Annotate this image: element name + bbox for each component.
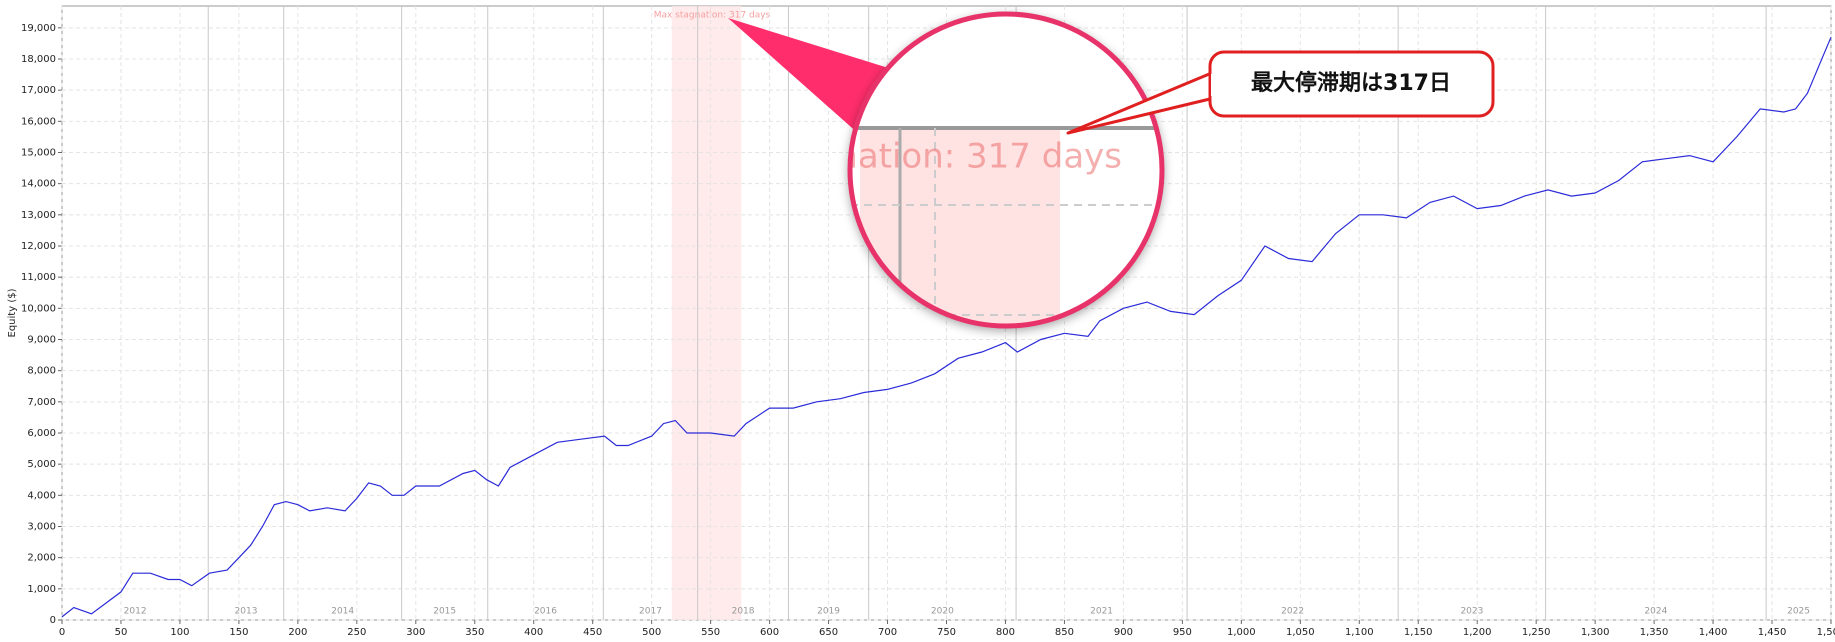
x-tick-label: 1,300 (1581, 627, 1610, 638)
x-tick-label: 1,200 (1463, 627, 1492, 638)
y-tick-label: 15,000 (21, 147, 56, 158)
x-tick-label: 950 (1173, 627, 1192, 638)
year-label: 2025 (1787, 607, 1810, 617)
x-tick-label: 1,250 (1522, 627, 1551, 638)
x-tick-label: 450 (583, 627, 602, 638)
y-tick-label: 0 (50, 615, 56, 626)
y-tick-label: 13,000 (21, 210, 56, 221)
y-tick-label: 14,000 (21, 179, 56, 190)
equity-line (61, 36, 1832, 618)
y-tick-label: 2,000 (27, 553, 56, 564)
x-tick-label: 1,000 (1227, 627, 1256, 638)
year-label: 2019 (817, 607, 840, 617)
x-tick-label: 0 (59, 627, 65, 638)
magnifier: Max stagnation: 317 days 最大停滞期は317日 (682, 11, 1495, 329)
x-tick-label: 300 (406, 627, 425, 638)
year-label: 2024 (1644, 607, 1667, 617)
year-label: 2023 (1460, 607, 1483, 617)
year-label: 2016 (534, 607, 557, 617)
y-tick-label: 7,000 (27, 397, 56, 408)
lens-content: Max stagnation: 317 days (682, 14, 1162, 326)
y-tick-label: 11,000 (21, 272, 56, 283)
year-label: 2017 (639, 607, 662, 617)
y-tick-label: 3,000 (27, 521, 56, 532)
year-label: 2015 (433, 607, 456, 617)
x-tick-label: 1,150 (1404, 627, 1433, 638)
x-tick-label: 1,400 (1699, 627, 1728, 638)
x-tick-label: 850 (1055, 627, 1074, 638)
year-label: 2020 (931, 607, 954, 617)
x-tick-label: 200 (288, 627, 307, 638)
lens-text: Max stagnation: 317 days (682, 137, 1122, 177)
year-label: 2018 (732, 607, 755, 617)
stagnation-band (671, 6, 742, 620)
year-label: 2014 (331, 607, 354, 617)
x-tick-label: 50 (115, 627, 128, 638)
x-tick-label: 750 (937, 627, 956, 638)
y-tick-label: 4,000 (27, 490, 56, 501)
x-tick-label: 700 (878, 627, 897, 638)
x-tick-label: 350 (465, 627, 484, 638)
x-tick-label: 800 (996, 627, 1015, 638)
year-label: 2012 (124, 607, 147, 617)
x-tick-label: 250 (347, 627, 366, 638)
y-tick-label: 18,000 (21, 54, 56, 65)
callout-box (1208, 50, 1495, 118)
lens-pointer (728, 18, 895, 135)
x-tick-label: 550 (701, 627, 720, 638)
x-tick-label: 500 (642, 627, 661, 638)
year-label: 2021 (1090, 607, 1113, 617)
x-tick-label: 1,500 (1817, 627, 1835, 638)
x-tick-label: 1,100 (1345, 627, 1374, 638)
y-tick-label: 6,000 (27, 428, 56, 439)
y-tick-label: 10,000 (21, 303, 56, 314)
lens-rim (847, 11, 1165, 329)
y-tick-label: 19,000 (21, 23, 56, 34)
y-tick-label: 8,000 (27, 366, 56, 377)
x-tick-label: 650 (819, 627, 838, 638)
callout-text: 最大停滞期は317日 (1251, 70, 1451, 96)
y-tick-label: 12,000 (21, 241, 56, 252)
x-tick-label: 900 (1114, 627, 1133, 638)
x-tick-label: 1,050 (1286, 627, 1315, 638)
x-tick-label: 400 (524, 627, 543, 638)
year-label: 2013 (235, 607, 258, 617)
x-tick-label: 1,450 (1758, 627, 1787, 638)
x-tick-label: 100 (170, 627, 189, 638)
x-tick-label: 600 (760, 627, 779, 638)
stagnation-label: Max stagnation: 317 days (654, 11, 771, 21)
y-tick-label: 5,000 (27, 459, 56, 470)
year-label: 2022 (1281, 607, 1304, 617)
y-tick-label: 17,000 (21, 85, 56, 96)
y-tick-label: 1,000 (27, 584, 56, 595)
y-axis-label: Equity ($) (7, 288, 18, 337)
x-tick-label: 150 (229, 627, 248, 638)
y-tick-label: 9,000 (27, 334, 56, 345)
x-tick-label: 1,350 (1640, 627, 1669, 638)
y-tick-label: 16,000 (21, 116, 56, 127)
